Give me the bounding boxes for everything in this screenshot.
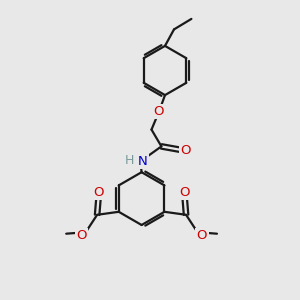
Text: O: O xyxy=(154,105,164,118)
Text: N: N xyxy=(138,155,148,168)
Text: H: H xyxy=(125,154,135,167)
Text: O: O xyxy=(179,186,190,199)
Text: O: O xyxy=(93,186,104,199)
Text: O: O xyxy=(76,229,86,242)
Text: O: O xyxy=(197,229,207,242)
Text: O: O xyxy=(180,143,190,157)
